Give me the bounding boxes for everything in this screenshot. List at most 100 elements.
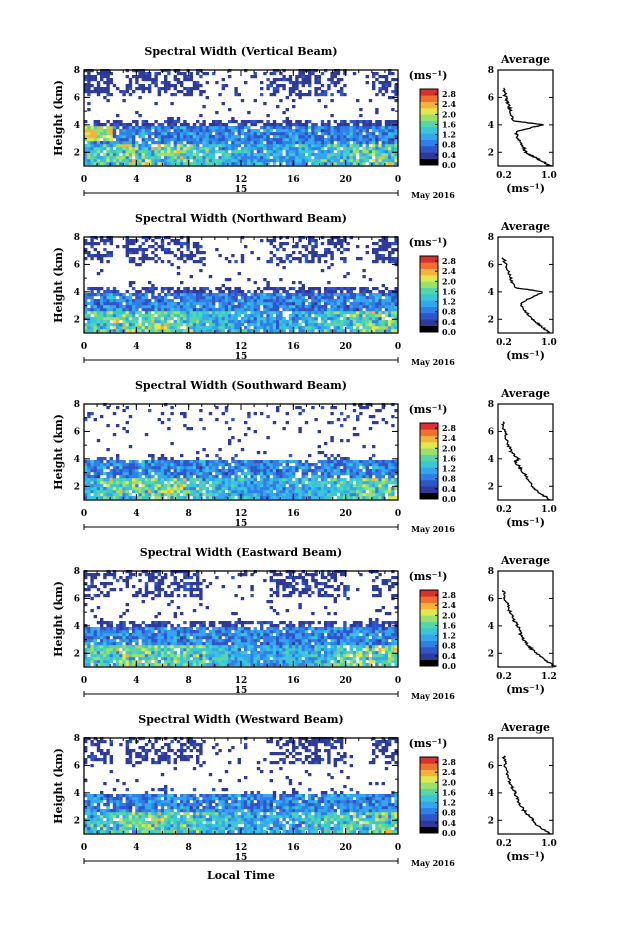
heatmap-cell: [215, 129, 219, 133]
heatmap-cell: [324, 320, 328, 324]
heatmap-cell: [266, 472, 270, 476]
heatmap-cell: [138, 314, 142, 318]
heatmap-cell: [192, 87, 197, 91]
heatmap-cell: [372, 490, 376, 494]
heatmap-cell: [141, 126, 145, 130]
heatmap-cell: [93, 472, 97, 476]
heatmap-cell: [330, 81, 334, 85]
heatmap-cell: [384, 135, 389, 139]
heatmap-cell: [269, 287, 273, 291]
heatmap-cell: [272, 460, 277, 464]
heatmap-cell: [119, 305, 123, 309]
heatmap-cell: [96, 293, 101, 297]
heatmap-cell: [189, 311, 193, 315]
heatmap-cell: [375, 242, 379, 246]
heatmap-cell: [336, 320, 341, 324]
heatmap-cell: [90, 257, 94, 261]
heatmap-cell: [205, 493, 209, 497]
heatmap-cell: [173, 326, 177, 330]
heatmap-cell: [154, 248, 158, 252]
heatmap-cell: [365, 472, 369, 476]
heatmap-cell: [234, 150, 238, 154]
heatmap-cell: [125, 129, 129, 133]
heatmap-cell: [106, 290, 110, 294]
heatmap-cell: [87, 475, 91, 479]
heatmap-cell: [272, 493, 277, 497]
heatmap-cell: [336, 299, 341, 303]
heatmap-cell: [109, 481, 113, 485]
heatmap-cell: [375, 320, 379, 324]
heatmap-cell: [301, 469, 305, 473]
heatmap-cell: [135, 463, 139, 467]
heatmap-cell: [221, 311, 225, 315]
heatmap-cell: [381, 147, 385, 151]
heatmap-cell: [276, 84, 280, 88]
heatmap-cell: [272, 293, 277, 297]
heatmap-cell: [356, 487, 360, 491]
heatmap-cell: [269, 260, 273, 264]
heatmap-cell: [176, 248, 181, 252]
heatmap-cell: [218, 320, 222, 324]
heatmap-cell: [269, 496, 273, 500]
heatmap-cell: [212, 475, 216, 479]
heatmap-cell: [269, 242, 273, 246]
heatmap-cell: [151, 147, 155, 151]
heatmap-cell: [240, 317, 245, 321]
heatmap-cell: [362, 475, 366, 479]
heatmap-cell: [122, 317, 126, 321]
heatmap-cell: [180, 481, 184, 485]
heatmap-cell: [295, 406, 299, 410]
heatmap-cell: [189, 147, 193, 151]
heatmap-cell: [234, 156, 238, 160]
heatmap-cell: [279, 317, 283, 321]
colorbar-tick-label: 2.0: [442, 109, 456, 119]
heatmap-cell: [196, 469, 200, 473]
heatmap-cell: [368, 493, 373, 497]
heatmap-cell: [180, 305, 184, 309]
heatmap-cell: [141, 129, 145, 133]
heatmap-cell: [279, 78, 283, 82]
heatmap-cell: [292, 138, 296, 142]
heatmap-cell: [170, 287, 174, 291]
heatmap-cell: [224, 308, 229, 312]
heatmap-cell: [295, 132, 299, 136]
heatmap-cell: [218, 93, 222, 97]
heatmap-cell: [308, 287, 312, 291]
heatmap-cell: [103, 81, 107, 85]
heatmap-cell: [333, 120, 337, 124]
heatmap-cell: [221, 156, 225, 160]
heatmap-cell: [336, 490, 341, 494]
heatmap-cell: [352, 320, 357, 324]
heatmap-cell: [234, 490, 238, 494]
heatmap-cell: [186, 90, 190, 94]
heatmap-cell: [218, 308, 222, 312]
heatmap-cell: [301, 78, 305, 82]
heatmap-cell: [301, 156, 305, 160]
heatmap-cell: [247, 153, 251, 157]
heatmap-cell: [372, 260, 376, 264]
heatmap-cell: [308, 493, 312, 497]
heatmap-cell: [186, 493, 190, 497]
heatmap-cell: [295, 162, 299, 166]
heatmap-cell: [314, 251, 318, 255]
heatmap-cell: [208, 490, 213, 494]
heatmap-cell: [346, 138, 350, 142]
heatmap-cell: [276, 126, 280, 130]
heatmap-cell: [356, 484, 360, 488]
heatmap-cell: [100, 493, 104, 497]
heatmap-cell: [205, 138, 209, 142]
heatmap-cell: [116, 481, 120, 485]
heatmap-cell: [308, 496, 312, 500]
heatmap-cell: [349, 132, 353, 136]
heatmap-cell: [231, 308, 235, 312]
heatmap-cell: [192, 490, 197, 494]
heatmap-cell: [119, 132, 123, 136]
heatmap-cell: [196, 120, 200, 124]
heatmap-cell: [215, 472, 219, 476]
heatmap-cell: [122, 135, 126, 139]
heatmap-cell: [132, 147, 136, 151]
heatmap-cell: [333, 242, 337, 246]
heatmap-cell: [295, 245, 299, 249]
y-tick-label: 8: [74, 233, 80, 243]
heatmap-cell: [320, 478, 325, 482]
